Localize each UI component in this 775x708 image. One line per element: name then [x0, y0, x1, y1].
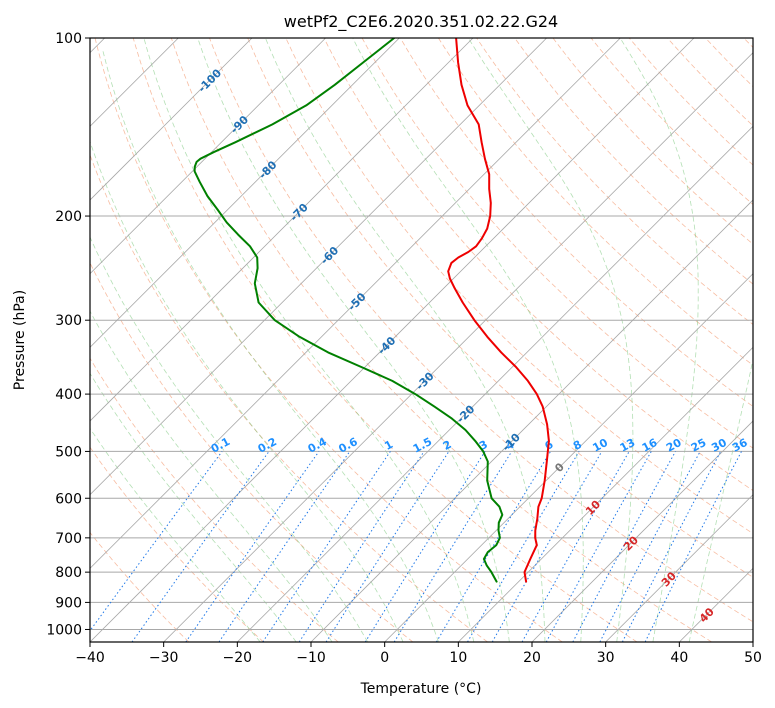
isotherm-line — [90, 38, 253, 201]
mixing-ratio-line — [621, 451, 722, 642]
dry-adiabat — [323, 38, 753, 491]
x-axis-label: Temperature (°C) — [360, 681, 482, 697]
mixing-ratio-label: 16 — [640, 436, 660, 455]
mixing-ratio-line — [298, 451, 425, 642]
x-tick-label: 50 — [744, 650, 762, 666]
y-tick-label: 100 — [55, 31, 82, 47]
isotherm-line — [163, 52, 753, 642]
plot-frame — [89, 37, 754, 643]
mixing-ratio-label: 36 — [730, 436, 750, 455]
dry-adiabat — [209, 38, 753, 623]
x-tick-label: 40 — [670, 650, 688, 666]
x-tick-label: −20 — [223, 650, 253, 666]
dry-adiabat — [90, 357, 339, 642]
isotherm-line — [605, 494, 753, 642]
isotherm-line — [90, 38, 474, 422]
dry-adiabat — [90, 153, 488, 642]
mixing-ratio-label: 10 — [590, 436, 610, 455]
y-tick-label: 600 — [55, 491, 82, 507]
isotherm-line — [90, 38, 400, 348]
x-tick-label: 0 — [380, 650, 389, 666]
isotherm-line — [90, 38, 621, 569]
y-tick-label: 400 — [55, 387, 82, 403]
isotherm-line — [90, 38, 326, 275]
isotherm-line — [310, 199, 753, 642]
dry-adiabat — [94, 38, 563, 642]
mixing-ratio-line — [572, 451, 676, 642]
axis-ticks: −40 −30 −20 −10 0 10 20 30 40 50 100 200 300 400 500 60… — [46, 31, 762, 666]
y-tick-label: 1000 — [46, 622, 82, 638]
mixing-ratio-line — [545, 451, 652, 642]
y-tick-label: 800 — [55, 565, 82, 581]
isotherm-line — [90, 38, 695, 642]
moist-adiabat — [143, 38, 475, 642]
x-tick-label: −30 — [149, 650, 179, 666]
mixing-ratio-label: 30 — [709, 436, 729, 455]
mixing-ratio-label: 13 — [618, 436, 638, 455]
chart-title: wetPf2_C2E6.2020.351.02.22.G24 — [284, 12, 558, 32]
moist-adiabat — [688, 357, 753, 642]
dry-adiabat — [247, 38, 753, 578]
y-tick-label: 700 — [55, 531, 82, 547]
y-tick-label: 900 — [55, 595, 82, 611]
temperature-profile-line — [447, 38, 550, 583]
x-tick-label: −40 — [75, 650, 105, 666]
mixing-ratio-line — [185, 451, 320, 642]
mixing-ratio-line — [521, 451, 630, 642]
mixing-ratio-label: 25 — [689, 436, 709, 455]
moist-adiabat — [90, 427, 261, 642]
mixing-ratio-line — [262, 451, 391, 642]
moist-adiabat — [352, 38, 584, 642]
moist-adiabat — [197, 38, 510, 642]
dry-adiabat — [438, 38, 753, 366]
data-area — [193, 38, 550, 583]
x-tick-label: 20 — [523, 650, 541, 666]
x-tick-label: −10 — [296, 650, 326, 666]
y-tick-label: 500 — [55, 444, 82, 460]
dry-adiabat — [132, 38, 638, 642]
moist-adiabat — [102, 50, 439, 642]
dewpoint-profile-line — [193, 38, 504, 583]
y-axis-label: Pressure (hPa) — [12, 290, 28, 390]
mixing-ratio-label: 20 — [664, 436, 684, 455]
mixing-ratio-line — [131, 451, 270, 642]
isotherm-line — [458, 346, 753, 642]
dry-adiabat — [90, 531, 190, 642]
dry-adiabat — [399, 38, 753, 407]
moist-adiabat — [619, 38, 699, 642]
mixing-ratio-line — [90, 451, 223, 632]
dry-adiabat — [170, 38, 712, 642]
mixing-ratio-line — [325, 451, 450, 642]
moist-adiabat — [90, 140, 404, 642]
dry-adiabat — [90, 446, 264, 642]
mixing-ratio-line — [393, 451, 513, 642]
mixing-ratio-line — [218, 451, 351, 642]
y-tick-label: 300 — [55, 313, 82, 329]
y-tick-label: 200 — [55, 209, 82, 225]
dry-adiabat — [514, 38, 753, 285]
isotherm-line — [90, 38, 547, 496]
x-tick-label: 10 — [449, 650, 467, 666]
isotherm-line — [384, 273, 753, 642]
moist-adiabat — [265, 38, 546, 642]
x-tick-label: 30 — [597, 650, 615, 666]
isotherm-line — [237, 125, 753, 642]
mixing-ratio-line — [644, 451, 742, 642]
isotherm-line — [531, 420, 753, 642]
